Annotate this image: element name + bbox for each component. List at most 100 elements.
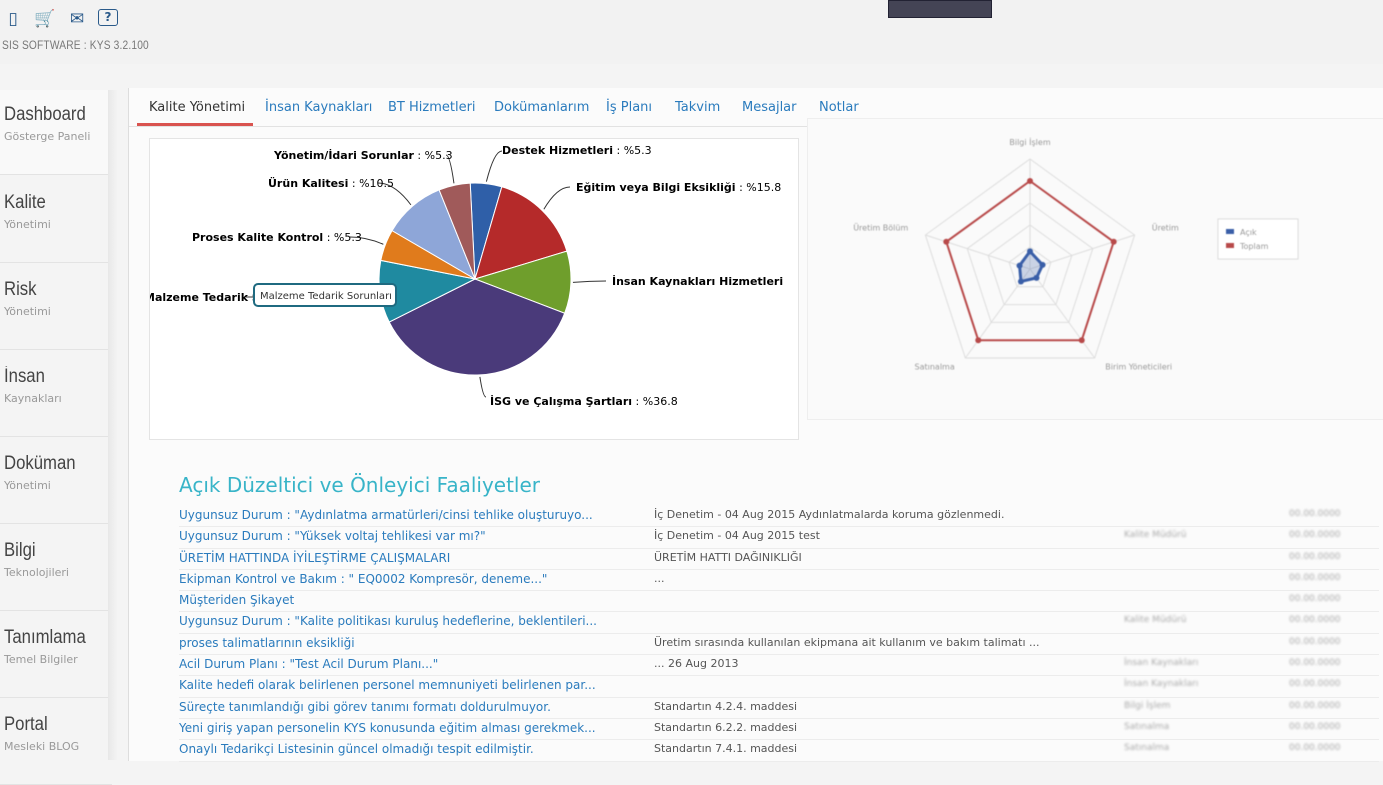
table-row[interactable]: Uygunsuz Durum : "Aydınlatma armatürleri… <box>179 506 1379 528</box>
pie-leader-line <box>543 186 571 210</box>
radar-point[interactable] <box>1017 278 1024 285</box>
table-row[interactable]: Müşteriden Şikayet 00.00.0000 <box>179 591 1379 613</box>
mail-icon[interactable]: ✉ <box>69 9 85 29</box>
radar-point[interactable] <box>943 238 950 245</box>
sidebar-item-subtitle: Teknolojileri <box>4 566 69 579</box>
table-row[interactable]: Yeni giriş yapan personelin KYS konusund… <box>179 719 1379 741</box>
faaliyet-title-link[interactable]: Acil Durum Planı : "Test Acil Durum Plan… <box>179 657 439 672</box>
tab-is-plani[interactable]: İş Planı <box>606 100 653 115</box>
pie-label-destek: Destek Hizmetleri : %5.3 <box>502 144 652 157</box>
legend-label-toplam: Toplam <box>1239 242 1269 251</box>
pie-leader-line <box>377 182 412 206</box>
save-icon[interactable]: ▯ <box>8 9 18 29</box>
radar-legend: Açık Toplam <box>1217 218 1299 260</box>
pie-slice-3[interactable] <box>388 278 566 376</box>
radar-point[interactable] <box>1078 337 1085 344</box>
faaliyet-owner: Satınalma <box>1124 743 1170 754</box>
sidebar-item-title: Bilgi <box>4 540 36 561</box>
radar-axis-line <box>925 234 1031 270</box>
pie-label-isg: İSG ve Çalışma Şartları : %36.8 <box>490 394 678 408</box>
sidebar-item-risk[interactable]: Risk Yönetimi <box>0 265 112 350</box>
tab-mesajlar[interactable]: Mesajlar <box>742 100 797 115</box>
faaliyet-title-link[interactable]: Süreçte tanımlandığı gibi görev tanımı f… <box>179 699 551 714</box>
faaliyet-source: Standartın 7.4.1. maddesi <box>654 742 798 756</box>
faaliyet-date: 00.00.0000 <box>1289 700 1341 711</box>
table-row[interactable]: Kalite hedefi olarak belirlenen personel… <box>179 676 1379 698</box>
faaliyet-title-link[interactable]: Müşteriden Şikayet <box>179 593 295 608</box>
radar-point[interactable] <box>1027 178 1033 184</box>
sidebar-item-dashboard[interactable]: Dashboard Gösterge Paneli <box>0 90 112 175</box>
pie-chart-panel: Yönetim/İdari Sorunlar : %5.3 Ürün Kalit… <box>144 138 799 440</box>
sidebar-item-title: Risk <box>4 279 37 300</box>
table-row[interactable]: Acil Durum Planı : "Test Acil Durum Plan… <box>179 655 1379 677</box>
faaliyet-date: 00.00.0000 <box>1289 530 1341 541</box>
version-label: SIS SOFTWARE : KYS 3.2.100 <box>2 38 149 52</box>
radar-point[interactable] <box>1110 238 1117 245</box>
table-row[interactable]: proses talimatlarının eksikliği Üretim sı… <box>179 634 1379 656</box>
radar-grid-ring <box>924 158 1136 359</box>
pie-leader-line <box>572 280 607 283</box>
pie-slice-1[interactable] <box>474 186 568 280</box>
sidebar-item-kalite[interactable]: Kalite Yönetimi <box>0 178 112 263</box>
faaliyet-source: Standartın 4.2.4. maddesi <box>654 699 798 713</box>
pie-label-proses: Proses Kalite Kontrol : %5.3 <box>192 231 362 244</box>
radar-point[interactable] <box>1016 262 1023 269</box>
sidebar-item-title: Dashboard <box>4 104 86 125</box>
faaliyet-owner: Satınalma <box>1124 721 1170 732</box>
tab-dokumanlarim[interactable]: Dokümanlarım <box>494 100 590 115</box>
radar-point[interactable] <box>1027 248 1033 255</box>
tab-takvim[interactable]: Takvim <box>675 100 721 115</box>
faaliyet-title-link[interactable]: Ekipman Kontrol ve Bakım : " EQ0002 Komp… <box>179 571 548 586</box>
tab-insan-kaynaklari[interactable]: İnsan Kaynakları <box>265 100 373 115</box>
sidebar-item-title: Tanımlama <box>4 627 86 648</box>
sidebar-item-tanimlama[interactable]: Tanımlama Temel Bilgiler <box>0 613 112 698</box>
faaliyet-title-link[interactable]: Yeni giriş yapan personelin KYS konusund… <box>179 720 596 735</box>
faaliyet-source: İç Denetim - 04 Aug 2015 Aydınlatmalarda… <box>654 508 1005 521</box>
faaliyet-date: 00.00.0000 <box>1289 658 1341 669</box>
table-row[interactable]: Uygunsuz Durum : "Yüksek voltaj tehlikes… <box>179 527 1379 549</box>
help-icon[interactable]: ? <box>98 9 118 26</box>
radar-point[interactable] <box>975 337 982 344</box>
pie-slice-7[interactable] <box>438 182 476 280</box>
faaliyet-title-link[interactable]: Onaylı Tedarikçi Listesinin güncel olmad… <box>179 742 534 757</box>
radar-chart-panel: Bilgi İşlem Üretim Birim Yöneticileri Satın… <box>807 118 1383 420</box>
radar-axis-label: Üretim <box>1152 223 1179 233</box>
tab-bar: Kalite Yönetimi İnsan Kaynakları BT Hizm… <box>129 88 1383 127</box>
faaliyet-title-link[interactable]: Uygunsuz Durum : "Aydınlatma armatürleri… <box>179 508 593 522</box>
sidebar-item-insan[interactable]: İnsan Kaynakları <box>0 352 112 437</box>
active-tab-indicator <box>137 123 253 126</box>
radar-point[interactable] <box>1039 261 1046 268</box>
sidebar-item-portal[interactable]: Portal Mesleki BLOG <box>0 700 112 785</box>
cart-icon[interactable]: 🛒 <box>34 9 56 29</box>
sidebar-item-bilgi[interactable]: Bilgi Teknolojileri <box>0 526 112 611</box>
sidebar-item-title: Kalite <box>4 192 46 213</box>
pie-tooltip-text: Malzeme Tedarik Sorunları <box>260 291 392 302</box>
faaliyet-title-link[interactable]: Uygunsuz Durum : "Kalite politikası kuru… <box>179 614 597 629</box>
faaliyet-date: 00.00.0000 <box>1289 509 1341 519</box>
table-row[interactable]: Onaylı Tedarikçi Listesinin güncel olmad… <box>179 740 1379 762</box>
faaliyet-title-link[interactable]: Kalite hedefi olarak belirlenen personel… <box>179 678 596 693</box>
faaliyet-source: ... 26 Aug 2013 <box>654 657 739 671</box>
table-row[interactable]: Uygunsuz Durum : "Kalite politikası kuru… <box>179 612 1379 634</box>
pie-label-insan: İnsan Kaynakları Hizmetleri <box>612 274 783 288</box>
faaliyet-date: 00.00.0000 <box>1289 594 1341 605</box>
faaliyet-title-link[interactable]: proses talimatlarının eksikliği <box>179 635 355 650</box>
table-row[interactable]: Ekipman Kontrol ve Bakım : " EQ0002 Komp… <box>179 570 1379 592</box>
tab-bt-hizmetleri[interactable]: BT Hizmetleri <box>388 100 476 115</box>
pie-label-malzeme: Malzeme Tedarik S <box>150 291 260 304</box>
faaliyet-date: 00.00.0000 <box>1289 636 1341 647</box>
radar-point[interactable] <box>1033 274 1040 281</box>
tab-notlar[interactable]: Notlar <box>819 100 859 115</box>
tab-kalite-yonetimi[interactable]: Kalite Yönetimi <box>149 100 246 115</box>
faaliyet-title-link[interactable]: Uygunsuz Durum : "Yüksek voltaj tehlikes… <box>179 529 486 544</box>
faaliyet-title-link[interactable]: ÜRETİM HATTINDA İYİLEŞTİRME ÇALIŞMALARI <box>179 550 451 565</box>
sidebar-divider <box>108 90 118 760</box>
section-title: Açık Düzeltici ve Önleyici Faaliyetler <box>179 473 541 497</box>
radar-axis-line <box>1029 268 1096 359</box>
radar-grid-ring <box>1008 246 1052 288</box>
sidebar-item-dokuman[interactable]: Doküman Yönetimi <box>0 439 112 524</box>
table-row[interactable]: Süreçte tanımlandığı gibi görev tanımı f… <box>179 698 1379 719</box>
radar-grid-ring <box>987 224 1073 306</box>
table-row[interactable]: ÜRETİM HATTINDA İYİLEŞTİRME ÇALIŞMALARI Ü… <box>179 549 1379 570</box>
sidebar-item-subtitle: Gösterge Paneli <box>4 130 91 143</box>
